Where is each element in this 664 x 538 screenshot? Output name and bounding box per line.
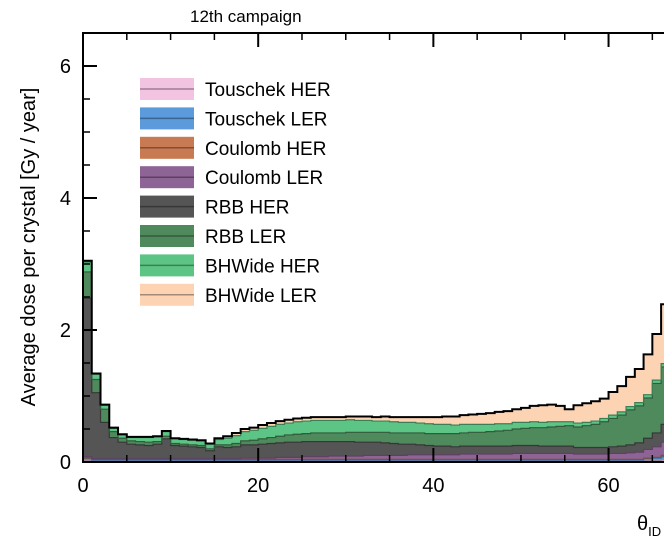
y-tick-label: 4 bbox=[60, 188, 71, 210]
y-tick-label: 0 bbox=[60, 452, 71, 474]
x-tick-label: 60 bbox=[597, 475, 619, 497]
legend-label-coulomb-her: Coulomb HER bbox=[205, 139, 326, 160]
area-rbb-ler bbox=[83, 271, 664, 451]
legend-label-bhwide-ler: BHWide LER bbox=[205, 286, 317, 307]
outlines bbox=[83, 259, 664, 462]
legend: Touschek HER Touschek LER Coulomb HER Coulo… bbox=[140, 78, 331, 307]
line-coulomb-ler bbox=[83, 441, 664, 460]
legend-label-touschek-her: Touschek HER bbox=[205, 80, 331, 101]
legend-label-rbb-her: RBB HER bbox=[205, 198, 289, 219]
plot-frame bbox=[82, 32, 664, 463]
x-tick-label: 40 bbox=[422, 475, 444, 497]
line-rbb-ler bbox=[83, 271, 664, 450]
x-axis-label: θID bbox=[637, 513, 661, 538]
y-tick-label: 6 bbox=[60, 56, 71, 78]
x-axis-label-sub: ID bbox=[648, 524, 661, 538]
legend-label-rbb-ler: RBB LER bbox=[205, 227, 286, 248]
x-tick-label: 20 bbox=[247, 475, 269, 497]
chart-title: 12th campaign bbox=[190, 7, 302, 26]
legend-label-coulomb-ler: Coulomb LER bbox=[205, 168, 323, 189]
line-rbb-her bbox=[83, 297, 664, 452]
x-tick-label: 0 bbox=[77, 475, 88, 497]
legend-label-bhwide-her: BHWide HER bbox=[205, 256, 320, 277]
x-axis-label-main: θ bbox=[637, 513, 648, 535]
y-axis-label: Average dose per crystal [Gy / year] bbox=[18, 88, 40, 407]
line-total bbox=[83, 259, 664, 445]
area-coulomb-ler bbox=[83, 442, 664, 460]
legend-label-touschek-ler: Touschek LER bbox=[205, 109, 328, 130]
y-tick-label: 2 bbox=[60, 320, 71, 342]
line-coulomb-her bbox=[83, 454, 664, 460]
line-touschek-ler bbox=[83, 456, 664, 461]
svg-text:θID: θID bbox=[637, 513, 661, 538]
